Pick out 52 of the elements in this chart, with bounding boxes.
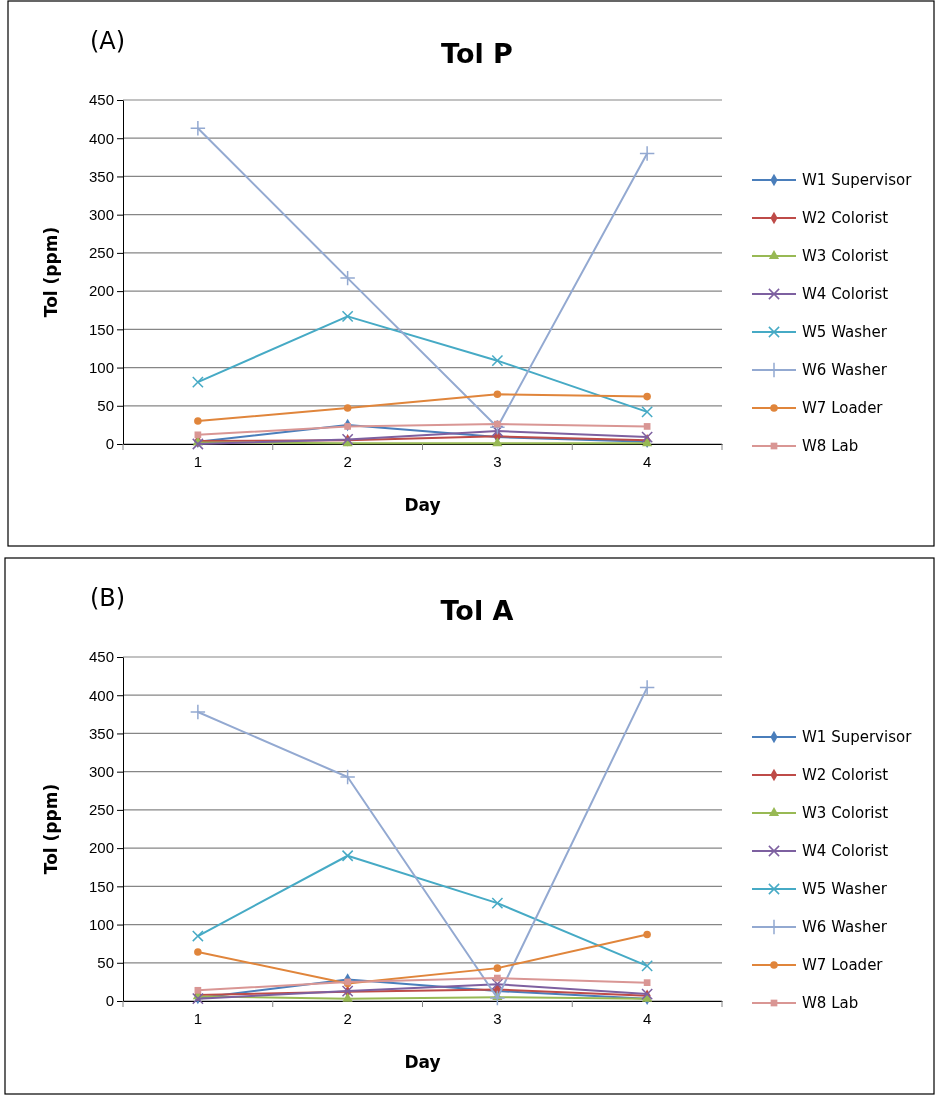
legend-label: W3 Colorist bbox=[802, 804, 889, 822]
y-tick-label: 450 bbox=[88, 648, 114, 666]
y-tick-label: 150 bbox=[88, 320, 114, 338]
y-tick-label: 0 bbox=[105, 435, 114, 453]
legend-label: W4 Colorist bbox=[802, 842, 889, 860]
legend-label: W7 Loader bbox=[802, 399, 884, 417]
x-tick-label: 4 bbox=[642, 1009, 652, 1027]
legend-label: W1 Supervisor bbox=[802, 728, 913, 746]
x-tick-label: 2 bbox=[343, 452, 352, 470]
y-tick-label: 150 bbox=[88, 877, 114, 895]
chart-title: Tol P bbox=[441, 38, 513, 69]
x-tick-label: 1 bbox=[193, 452, 203, 470]
legend-label: W6 Washer bbox=[802, 918, 888, 936]
legend-label: W6 Washer bbox=[802, 361, 888, 379]
legend-label: W8 Lab bbox=[802, 994, 859, 1012]
x-tick-label: 3 bbox=[493, 452, 502, 470]
y-tick-label: 50 bbox=[97, 954, 114, 972]
text: (A) bbox=[90, 27, 126, 55]
x-tick-label: 4 bbox=[642, 452, 652, 470]
y-tick-label: 450 bbox=[88, 91, 114, 109]
legend-label: W4 Colorist bbox=[802, 285, 889, 303]
y-tick-label: 200 bbox=[88, 839, 114, 857]
y-tick-label: 250 bbox=[88, 801, 114, 819]
legend-label: W7 Loader bbox=[802, 956, 884, 974]
legend-label: W8 Lab bbox=[802, 437, 859, 455]
legend-label: W3 Colorist bbox=[802, 247, 889, 265]
x-tick-label: 1 bbox=[193, 1009, 203, 1027]
x-axis-title: Day bbox=[404, 495, 441, 515]
y-tick-label: 100 bbox=[88, 358, 114, 376]
y-tick-label: 350 bbox=[88, 167, 114, 185]
legend-label: W2 Colorist bbox=[802, 209, 889, 227]
legend-label: W5 Washer bbox=[802, 323, 888, 341]
y-tick-label: 350 bbox=[88, 724, 114, 742]
y-axis-title: Tol (ppm) bbox=[41, 783, 61, 875]
y-tick-label: 50 bbox=[97, 397, 114, 415]
legend-label: W1 Supervisor bbox=[802, 171, 913, 189]
y-axis-title: Tol (ppm) bbox=[41, 226, 61, 318]
y-tick-label: 300 bbox=[88, 205, 114, 223]
text: (B) bbox=[90, 584, 126, 612]
y-tick-label: 400 bbox=[88, 686, 114, 704]
legend-label: W2 Colorist bbox=[802, 766, 889, 784]
x-tick-label: 3 bbox=[493, 1009, 502, 1027]
y-tick-label: 300 bbox=[88, 762, 114, 780]
legend-label: W5 Washer bbox=[802, 880, 888, 898]
y-tick-label: 250 bbox=[88, 244, 114, 262]
y-tick-label: 100 bbox=[88, 915, 114, 933]
x-axis-title: Day bbox=[404, 1052, 441, 1072]
y-tick-label: 400 bbox=[88, 129, 114, 147]
y-tick-label: 200 bbox=[88, 282, 114, 300]
chart-title: Tol A bbox=[440, 595, 514, 626]
y-tick-label: 0 bbox=[105, 992, 114, 1010]
x-tick-label: 2 bbox=[343, 1009, 352, 1027]
